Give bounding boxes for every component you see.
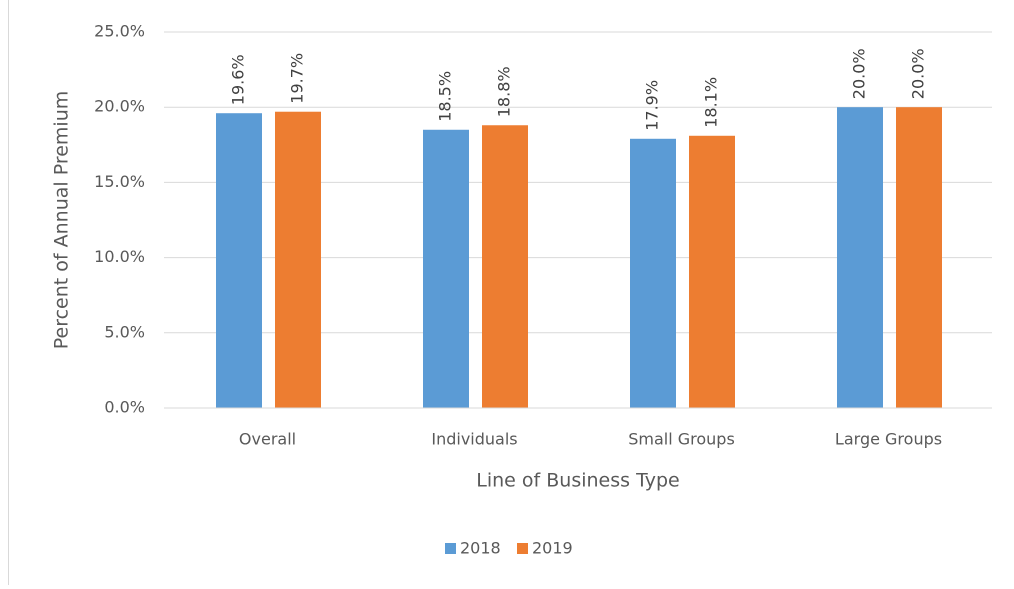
- bar: [216, 113, 262, 408]
- y-tick-label: 0.0%: [104, 398, 145, 417]
- y-tick-label: 20.0%: [94, 97, 145, 116]
- legend-label: 2019: [532, 539, 573, 558]
- value-label: 18.8%: [495, 66, 514, 117]
- value-label: 17.9%: [643, 80, 662, 131]
- bar: [689, 136, 735, 408]
- value-label: 18.5%: [436, 71, 455, 122]
- y-tick-label: 25.0%: [94, 22, 145, 41]
- bar: [896, 107, 942, 408]
- y-tick-label: 10.0%: [94, 247, 145, 266]
- x-tick-label: Small Groups: [628, 430, 735, 449]
- x-tick-label: Overall: [239, 430, 296, 449]
- bar: [423, 130, 469, 408]
- bar: [482, 125, 528, 408]
- value-label: 18.1%: [702, 77, 721, 128]
- value-label: 20.0%: [909, 48, 928, 99]
- bar: [630, 139, 676, 408]
- value-label: 19.6%: [229, 54, 248, 105]
- x-tick-label: Individuals: [431, 430, 517, 449]
- y-tick-label: 15.0%: [94, 172, 145, 191]
- legend-label: 2018: [460, 539, 501, 558]
- value-label: 19.7%: [288, 53, 307, 104]
- legend-swatch: [517, 543, 528, 554]
- y-axis-title: Percent of Annual Premium: [51, 91, 73, 350]
- value-label: 20.0%: [850, 48, 869, 99]
- x-tick-label: Large Groups: [835, 430, 942, 449]
- bar: [275, 112, 321, 408]
- y-tick-label: 5.0%: [104, 322, 145, 341]
- x-axis-title: Line of Business Type: [476, 470, 679, 492]
- bar: [837, 107, 883, 408]
- legend-swatch: [445, 543, 456, 554]
